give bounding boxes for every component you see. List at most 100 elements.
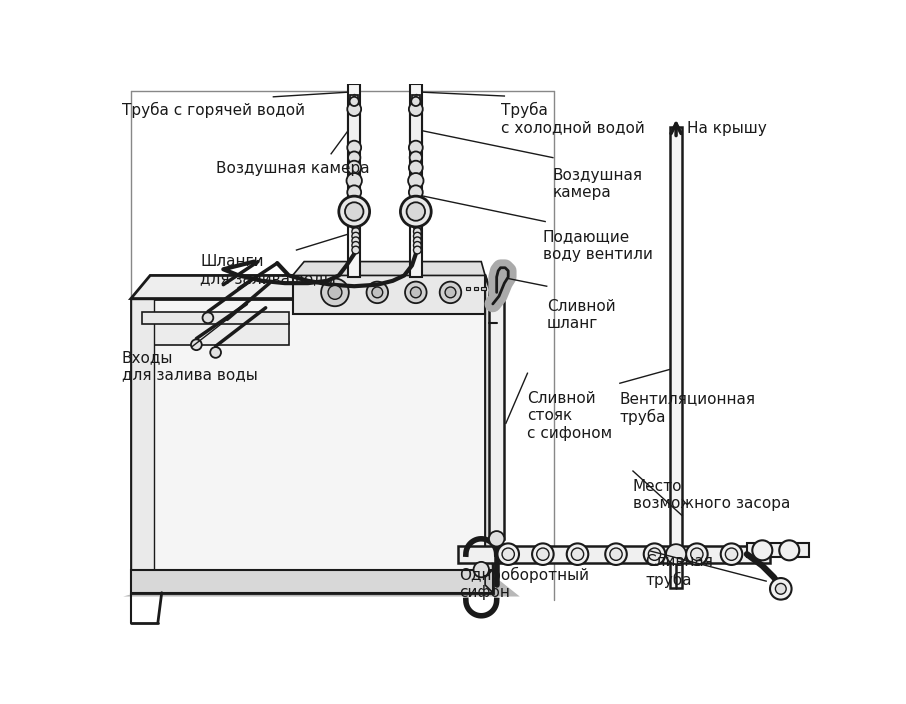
Circle shape [321, 279, 349, 306]
Circle shape [348, 151, 361, 164]
Circle shape [372, 287, 382, 298]
Circle shape [410, 151, 422, 164]
Circle shape [497, 543, 519, 565]
Circle shape [347, 141, 361, 155]
Bar [466, 287, 470, 290]
Circle shape [210, 347, 221, 358]
Bar [293, 275, 485, 314]
Text: Вентиляционная
труба: Вентиляционная труба [620, 391, 756, 425]
Circle shape [445, 287, 456, 298]
Bar [130, 570, 493, 593]
Bar [142, 322, 289, 345]
Text: На крышу: На крышу [687, 122, 766, 137]
Circle shape [644, 543, 665, 565]
Circle shape [489, 531, 505, 546]
Circle shape [347, 185, 361, 199]
Circle shape [407, 202, 425, 221]
Circle shape [352, 237, 360, 244]
Circle shape [776, 584, 786, 594]
Circle shape [666, 544, 686, 564]
Circle shape [779, 541, 799, 560]
Bar [130, 298, 154, 570]
Circle shape [352, 223, 360, 231]
Text: Однооборотный
сифон: Однооборотный сифон [459, 567, 589, 600]
Circle shape [347, 161, 361, 175]
Bar [410, 111, 422, 146]
Polygon shape [293, 262, 485, 275]
Circle shape [350, 97, 359, 106]
Circle shape [409, 141, 423, 155]
Circle shape [413, 246, 421, 254]
Text: Воздушная камера: Воздушная камера [216, 161, 370, 177]
Text: Шланги
для залива воды: Шланги для залива воды [200, 254, 336, 287]
Circle shape [203, 313, 213, 323]
Circle shape [532, 543, 554, 565]
Bar [351, 95, 358, 104]
Circle shape [409, 102, 423, 116]
Polygon shape [123, 581, 520, 596]
Bar [458, 546, 770, 562]
Text: Входы
для залива воды: Входы для залива воды [121, 350, 257, 382]
Circle shape [752, 541, 772, 560]
Circle shape [413, 241, 421, 249]
Bar [670, 127, 682, 588]
Circle shape [367, 282, 388, 303]
Text: Труба
с холодной водой: Труба с холодной водой [500, 101, 644, 135]
Text: Воздушная
камера: Воздушная камера [553, 168, 643, 200]
Polygon shape [130, 275, 493, 298]
Circle shape [605, 543, 627, 565]
Circle shape [339, 196, 370, 227]
Text: Сливная
труба: Сливная труба [645, 554, 713, 588]
Bar [410, 84, 422, 277]
Circle shape [536, 548, 549, 560]
Bar [474, 287, 478, 290]
Circle shape [502, 548, 515, 560]
Text: Труба с горячей водой: Труба с горячей водой [121, 101, 304, 118]
Bar [489, 292, 505, 539]
Text: Сливной
стояк
с сифоном: Сливной стояк с сифоном [527, 391, 612, 441]
Circle shape [726, 548, 737, 560]
Circle shape [345, 202, 363, 221]
Circle shape [408, 173, 423, 189]
Circle shape [191, 339, 202, 350]
Bar [481, 287, 486, 290]
Bar [747, 543, 808, 558]
Circle shape [610, 548, 622, 560]
Circle shape [721, 543, 742, 565]
Circle shape [352, 241, 360, 249]
Circle shape [352, 246, 360, 254]
Bar [348, 111, 361, 146]
Circle shape [572, 548, 583, 560]
Circle shape [686, 543, 708, 565]
Circle shape [405, 282, 427, 303]
Circle shape [409, 161, 423, 175]
Circle shape [413, 237, 421, 244]
Circle shape [409, 185, 423, 199]
Bar [412, 95, 419, 104]
Circle shape [352, 232, 360, 240]
Circle shape [413, 232, 421, 240]
Bar [142, 313, 289, 324]
Text: Место
возможного засора: Место возможного засора [633, 479, 790, 511]
Circle shape [439, 282, 461, 303]
Circle shape [413, 223, 421, 231]
Circle shape [410, 287, 421, 298]
Circle shape [474, 562, 489, 577]
Bar [130, 298, 493, 593]
Circle shape [400, 196, 431, 227]
Circle shape [649, 548, 660, 560]
Circle shape [328, 285, 342, 299]
Circle shape [770, 578, 792, 600]
Circle shape [411, 97, 420, 106]
Circle shape [347, 102, 361, 116]
Circle shape [690, 548, 703, 560]
Polygon shape [485, 275, 493, 593]
Polygon shape [485, 570, 493, 593]
Circle shape [352, 227, 360, 235]
Circle shape [346, 173, 361, 189]
Circle shape [567, 543, 588, 565]
Text: Подающие
воду вентили: Подающие воду вентили [543, 230, 652, 262]
Circle shape [413, 227, 421, 235]
Text: Сливной
шланг: Сливной шланг [546, 298, 615, 331]
Bar [348, 84, 361, 277]
